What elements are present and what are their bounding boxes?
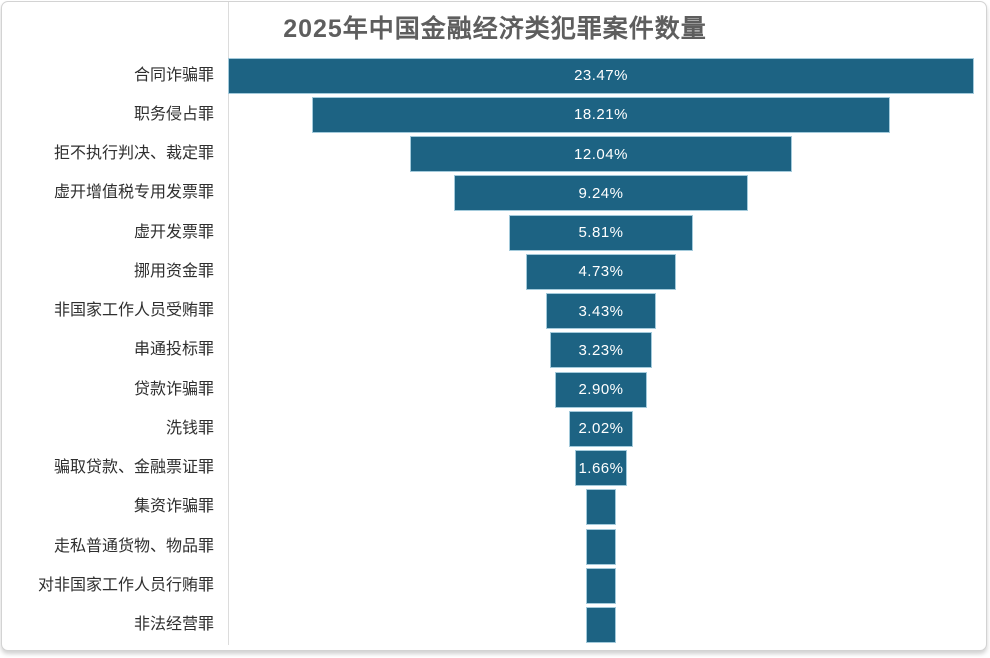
funnel-bar[interactable] bbox=[585, 489, 617, 526]
funnel-bar[interactable]: 9.24% bbox=[454, 175, 748, 212]
category-label: 洗钱罪 bbox=[165, 419, 214, 437]
funnel-bar[interactable]: 3.23% bbox=[549, 332, 653, 369]
funnel-row: 拒不执行判决、裁定罪 12.04% bbox=[0, 136, 990, 173]
funnel-bar[interactable] bbox=[585, 528, 617, 565]
category-label: 虚开发票罪 bbox=[133, 223, 214, 241]
bar-value-label: 5.81% bbox=[578, 224, 624, 242]
funnel-row: 洗钱罪 2.02% bbox=[0, 410, 990, 447]
funnel-bar[interactable]: 5.81% bbox=[508, 214, 694, 251]
bar-value-label: 23.47% bbox=[574, 67, 628, 84]
bar-value-label: 18.21% bbox=[574, 106, 628, 124]
bar-value-label: 12.04% bbox=[574, 145, 628, 163]
bar-value-label: 2.90% bbox=[578, 381, 624, 399]
chart-title: 2025年中国金融经济类犯罪案件数量 bbox=[283, 15, 707, 43]
category-label: 贷款诈骗罪 bbox=[133, 380, 214, 398]
funnel-row: 职务侵占罪 18.21% bbox=[0, 96, 990, 133]
funnel-row: 虚开增值税专用发票罪 9.24% bbox=[0, 175, 990, 212]
funnel-bar[interactable]: 4.73% bbox=[525, 253, 677, 290]
funnel-row: 非国家工作人员受贿罪 3.43% bbox=[0, 293, 990, 330]
funnel-bar[interactable]: 1.66% bbox=[574, 450, 628, 487]
category-label: 挪用资金罪 bbox=[133, 262, 214, 280]
funnel-bar[interactable]: 3.43% bbox=[546, 293, 656, 330]
funnel-row: 非法经营罪 bbox=[0, 607, 990, 644]
category-label: 职务侵占罪 bbox=[133, 105, 214, 123]
bar-value-label: 1.66% bbox=[578, 459, 624, 477]
bar-value-label: 2.02% bbox=[578, 420, 624, 438]
bar-value-label: 3.23% bbox=[578, 341, 624, 359]
funnel-bar[interactable]: 2.02% bbox=[568, 410, 634, 447]
funnel-bar[interactable] bbox=[585, 607, 617, 644]
bar-value-label: 9.24% bbox=[578, 184, 624, 202]
funnel-bar[interactable]: 2.90% bbox=[554, 371, 648, 408]
category-label: 拒不执行判决、裁定罪 bbox=[53, 145, 214, 163]
funnel-row: 集资诈骗罪 bbox=[0, 489, 990, 526]
funnel-bar[interactable]: 23.47% bbox=[228, 57, 974, 94]
category-label: 集资诈骗罪 bbox=[133, 498, 214, 516]
bar-value-label: 3.43% bbox=[578, 302, 624, 320]
bar-value-label: 4.73% bbox=[578, 263, 624, 281]
funnel-row: 贷款诈骗罪 2.90% bbox=[0, 371, 990, 408]
funnel-row: 挪用资金罪 4.73% bbox=[0, 253, 990, 290]
category-label: 走私普通货物、物品罪 bbox=[53, 537, 214, 555]
label-column-divider bbox=[228, 2, 229, 645]
category-label: 串通投标罪 bbox=[133, 341, 214, 359]
funnel-row: 合同诈骗罪 23.47% bbox=[0, 57, 990, 94]
funnel-bar[interactable] bbox=[585, 568, 617, 604]
category-label: 非法经营罪 bbox=[133, 616, 214, 634]
category-label: 合同诈骗罪 bbox=[133, 66, 214, 84]
funnel-row: 骗取贷款、金融票证罪 1.66% bbox=[0, 450, 990, 487]
category-label: 非国家工作人员受贿罪 bbox=[53, 302, 214, 320]
funnel-bar[interactable]: 12.04% bbox=[409, 136, 793, 173]
funnel-bar[interactable]: 18.21% bbox=[311, 96, 891, 133]
category-label: 虚开增值税专用发票罪 bbox=[53, 184, 214, 202]
funnel-row: 走私普通货物、物品罪 bbox=[0, 528, 990, 565]
category-label: 对非国家工作人员行贿罪 bbox=[37, 577, 214, 594]
funnel-row: 串通投标罪 3.23% bbox=[0, 332, 990, 369]
category-label: 骗取贷款、金融票证罪 bbox=[53, 459, 214, 477]
funnel-row: 虚开发票罪 5.81% bbox=[0, 214, 990, 251]
funnel-row: 对非国家工作人员行贿罪 bbox=[0, 568, 990, 604]
